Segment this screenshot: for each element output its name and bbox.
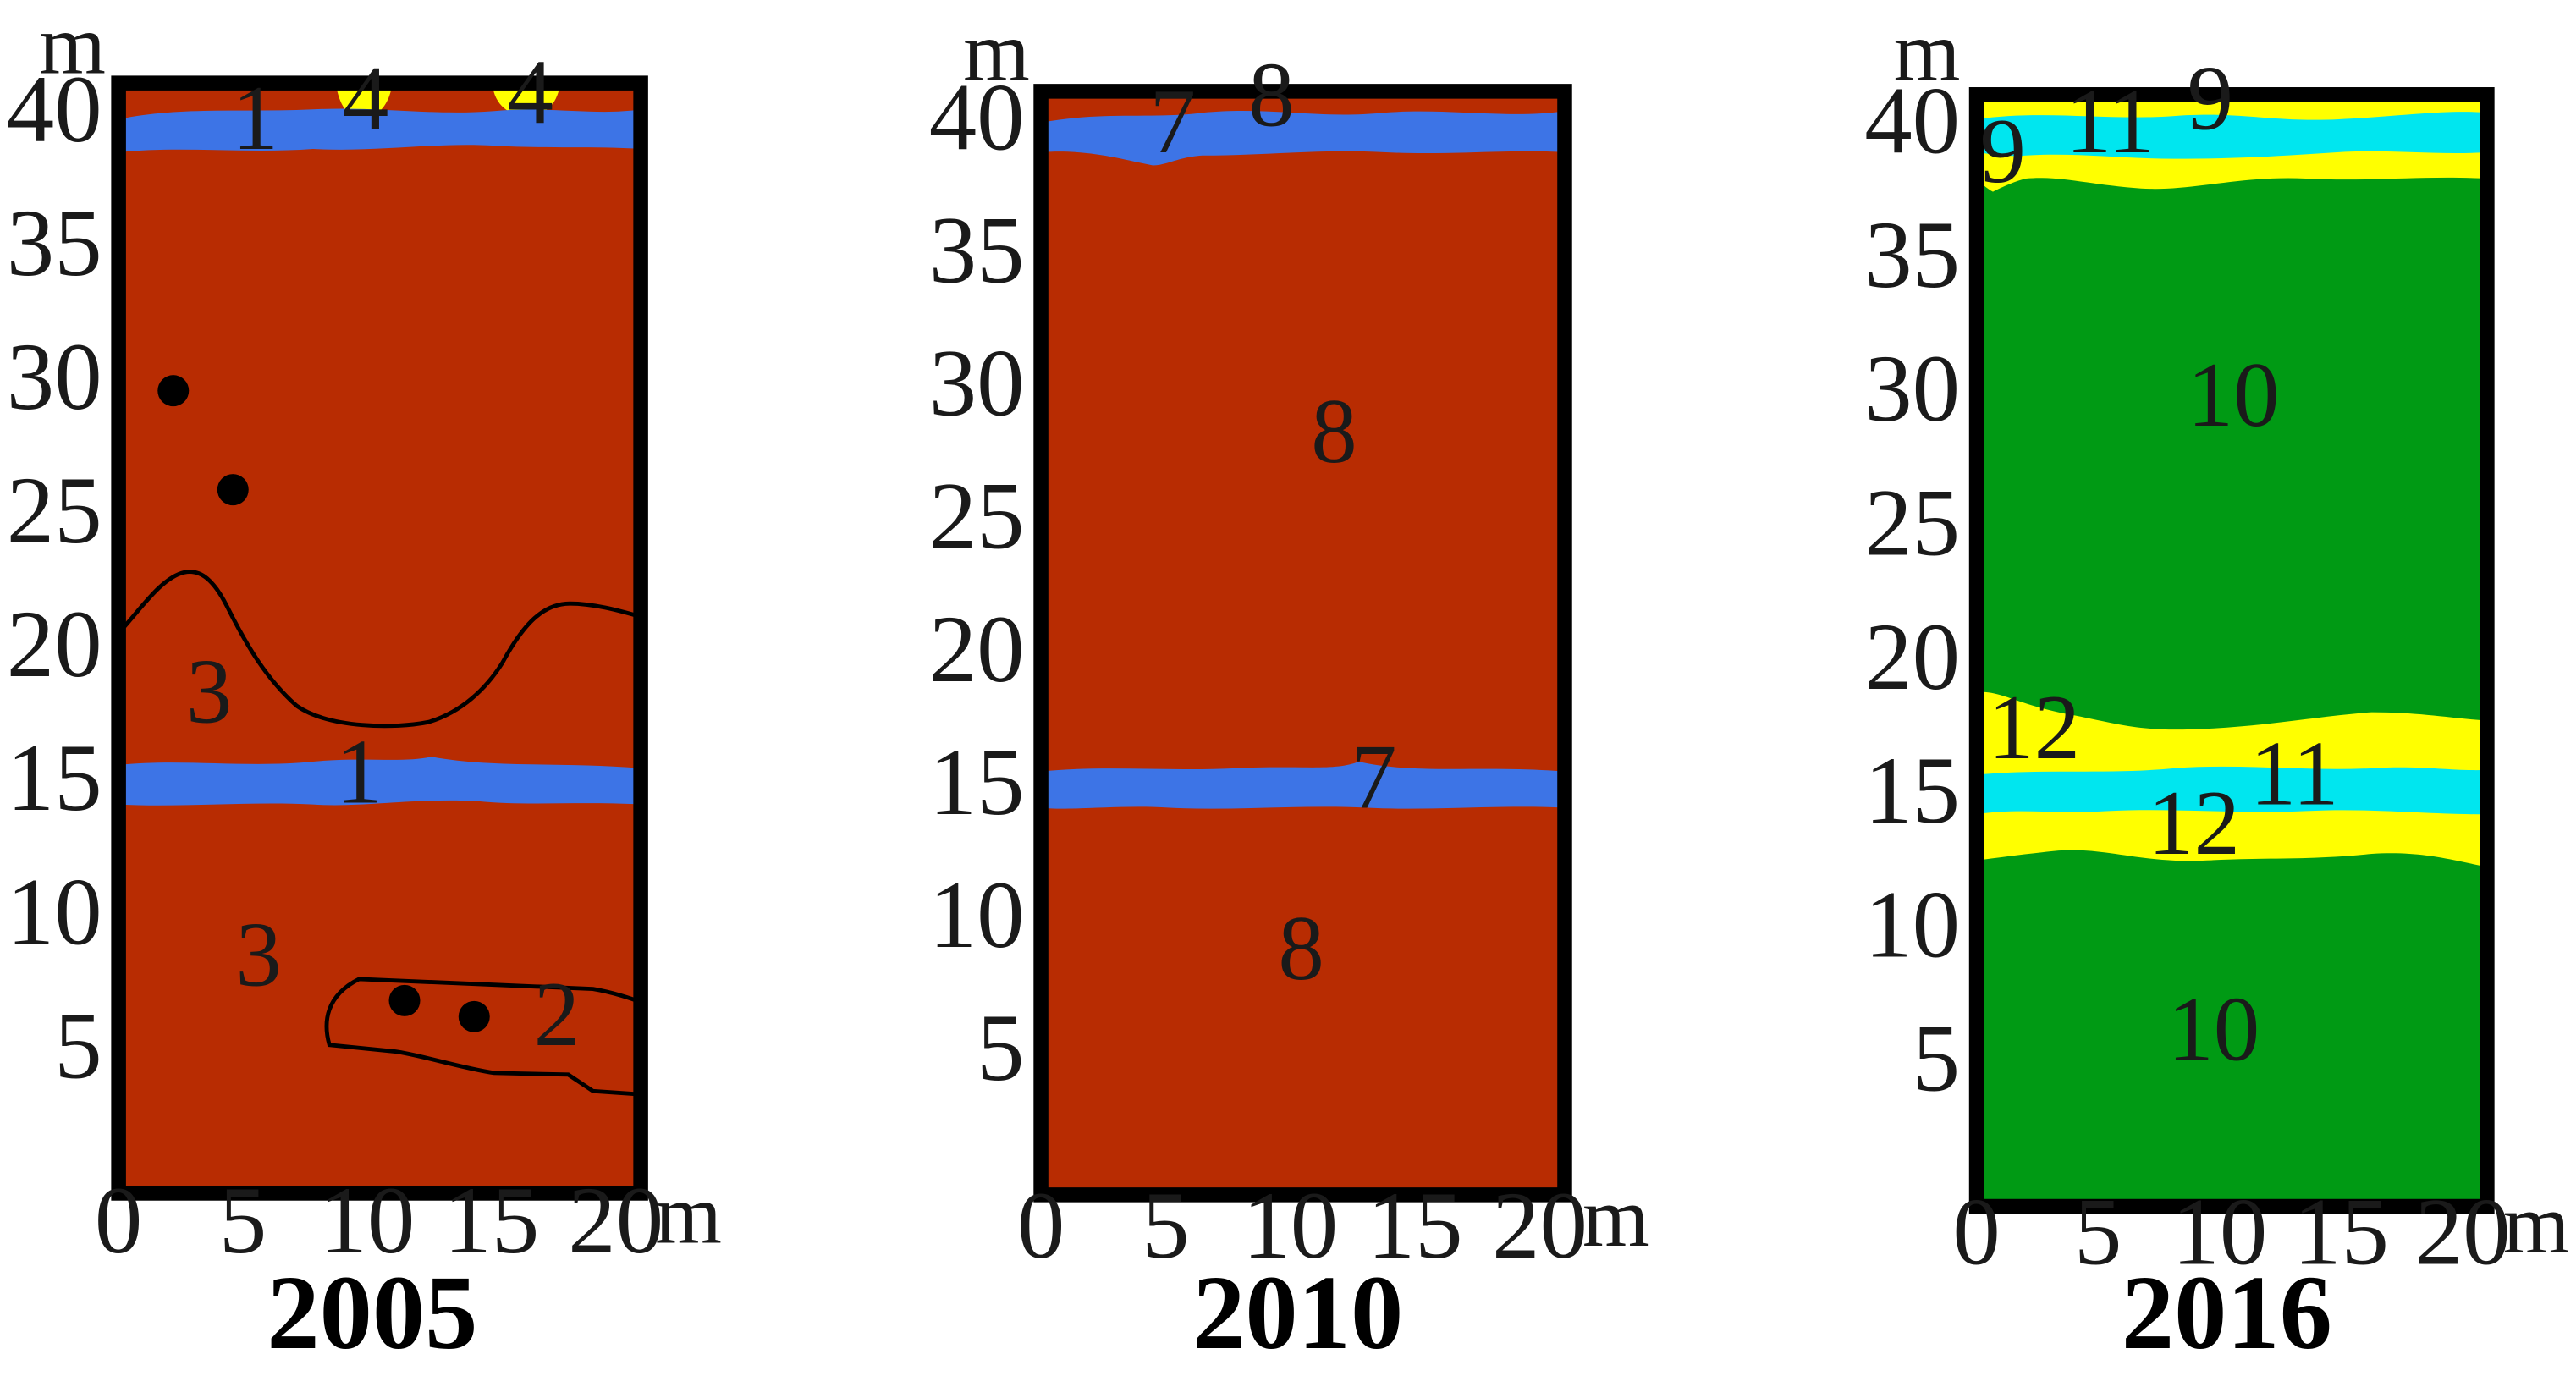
y-tick-label: 5 [977,995,1024,1101]
x-tick-label: 15 [1368,1173,1463,1279]
x-tick-label: 10 [319,1168,415,1274]
sampling-point-dot [458,1000,490,1032]
y-tick-label: 40 [1864,69,1960,174]
panel-frame [1033,84,1572,1203]
x-axis-unit: m [2503,1176,2570,1271]
zone-label: 7 [1150,70,1196,173]
y-tick-label: 20 [1864,604,1960,710]
y-tick-label: 30 [929,331,1025,437]
x-tick-label: 5 [219,1168,267,1274]
sampling-points [157,375,490,1032]
year-label: 2016 [2122,1254,2332,1371]
zone-7-band-lower [1041,762,1565,809]
y-tick-label: 20 [7,592,102,697]
sampling-point-dot [157,375,190,407]
x-tick-label: 5 [1142,1173,1189,1279]
x-tick-label: 0 [1017,1173,1065,1279]
x-tick-label: 10 [1242,1173,1338,1279]
zone-label: 10 [2167,977,2260,1080]
y-tick-label: 30 [7,324,102,430]
zone-1-band-lower [118,757,641,806]
zone-label: 8 [1248,44,1295,146]
y-tick-label: 5 [1913,1006,1960,1112]
y-tick-label: 10 [7,859,102,965]
x-tick-label: 10 [2171,1180,2267,1285]
y-tick-label: 10 [929,862,1025,968]
zone-1-band-upper [118,108,641,152]
zone-label: 1 [336,721,383,823]
x-tick-label: 20 [2415,1180,2511,1285]
zone-label: 4 [343,47,389,150]
sampling-point-dot [388,984,421,1016]
y-tick-label: 25 [7,458,102,564]
zone-label: 12 [1988,676,2080,779]
zone-3-contour [117,570,641,729]
x-axis-unit: m [1582,1170,1649,1264]
zone-label: 11 [2066,70,2155,173]
y-tick-label: 25 [929,464,1025,570]
zone-8-area [1041,91,1565,1195]
zone-11-band-upper [1976,112,2487,159]
x-tick-label: 15 [443,1168,539,1274]
y-tick-label: 15 [7,725,102,831]
x-tick-label: 15 [2293,1180,2389,1285]
zone-label: 4 [507,41,553,143]
y-tick-label: 20 [929,597,1025,702]
zone-2-contour [324,977,643,1097]
y-tick-label: 40 [7,57,102,162]
zone-label: 9 [1979,100,2025,202]
x-tick-label: 0 [1952,1180,2000,1285]
zone-label: 3 [235,904,282,1006]
x-axis-unit: m [655,1166,722,1261]
y-tick-label: 30 [1864,336,1960,442]
zone-3-area [118,83,641,1193]
zone-label: 8 [1311,380,1357,482]
zone-label: 8 [1278,897,1324,999]
y-axis-unit: m [963,3,1030,98]
panel-frame [1968,87,2495,1214]
zone-label: 7 [1351,726,1397,828]
zone-10-area [1976,94,2487,1207]
x-tick-label: 20 [1492,1173,1588,1279]
zone-label: 12 [2148,772,2240,874]
y-tick-label: 35 [929,198,1025,304]
year-label: 2010 [1192,1254,1403,1371]
y-tick-label: 35 [1864,202,1960,308]
zone-4-patch [492,85,560,117]
sampling-point-dot [217,474,249,506]
zone-label: 2 [534,963,581,1065]
zone-label: 11 [2250,723,2339,825]
y-tick-label: 10 [1864,872,1960,977]
y-axis-unit: m [1894,3,1961,98]
y-axis-unit: m [39,0,106,91]
x-tick-label: 0 [95,1168,142,1274]
y-tick-label: 25 [1864,471,1960,576]
y-tick-label: 15 [929,729,1025,835]
zone-label: 10 [2188,344,2280,446]
y-tick-label: 5 [54,993,102,1098]
zone-7-band-upper [1041,110,1565,166]
y-tick-label: 35 [7,190,102,296]
panel-frame [111,75,648,1201]
zone-label: 3 [186,640,233,742]
x-tick-label: 20 [568,1168,663,1274]
year-label: 2005 [267,1254,477,1371]
y-tick-label: 15 [1864,738,1960,844]
y-tick-label: 40 [929,64,1025,170]
zone-label: 9 [2188,47,2234,150]
zone-label: 1 [232,67,278,169]
x-tick-label: 5 [2074,1180,2122,1285]
zone-11-band-lower [1976,766,2487,815]
